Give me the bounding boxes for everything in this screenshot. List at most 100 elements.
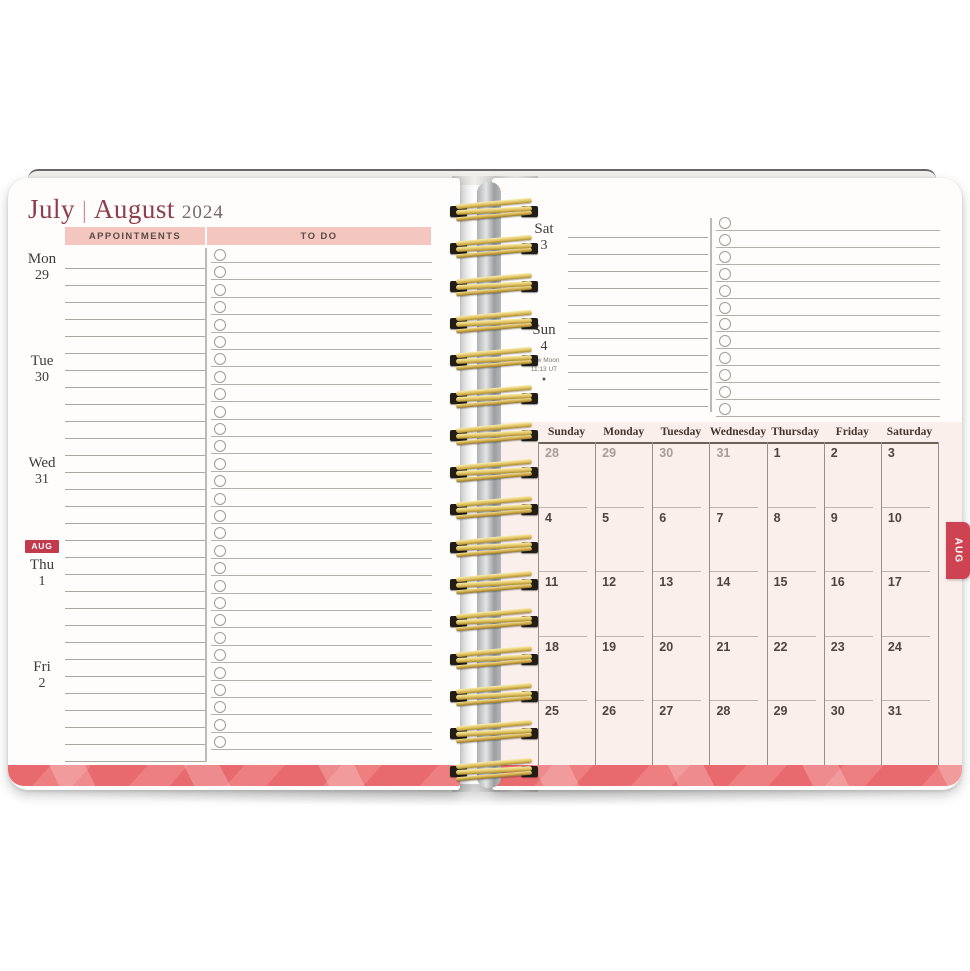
title-month-july: July: [28, 194, 76, 224]
ruled-line: [568, 254, 708, 255]
calendar-row-line: [881, 635, 930, 637]
spiral-coil: [450, 757, 538, 783]
ruled-line: [211, 401, 432, 403]
calendar-date: 14: [716, 575, 731, 590]
todo-checkbox: [214, 684, 226, 696]
calendar-date: 16: [830, 575, 845, 590]
calendar-column-line: [595, 442, 597, 765]
todo-checkbox: [214, 718, 226, 731]
todo-checkbox: [719, 386, 731, 398]
todo-checkbox: [214, 701, 226, 714]
ruled-line: [716, 382, 940, 384]
ruled-line: [716, 246, 940, 248]
calendar-row-line: [539, 571, 587, 573]
calendar-column-line: [709, 442, 711, 765]
day-label: Thu 1: [20, 557, 64, 589]
new-moon-time: 11:13 UT: [530, 366, 558, 374]
calendar-date: 15: [773, 575, 788, 590]
ruled-line: [65, 557, 205, 558]
ruled-line: [211, 697, 432, 698]
ruled-line: [568, 288, 708, 289]
new-moon-note: New Moon 11:13 UT ●: [522, 356, 566, 385]
ruled-line: [65, 523, 205, 524]
todo-checkbox: [719, 318, 731, 331]
ruled-line: [65, 727, 205, 728]
todo-checkbox: [719, 352, 731, 365]
todo-checkbox: [214, 370, 226, 383]
todo-checkbox: [214, 440, 226, 453]
calendar-date: 11: [545, 575, 559, 590]
ruled-line: [211, 592, 432, 594]
calendar-row-line: [881, 700, 930, 702]
ruled-line: [568, 338, 708, 339]
spiral-coil: [450, 197, 538, 223]
calendar-row-line: [710, 506, 759, 508]
todo-checkbox: [214, 544, 226, 557]
mini-month-calendar: Sunday Monday Tuesday Wednesday Thursday Frid…: [492, 422, 962, 765]
ruled-line: [568, 237, 708, 238]
calendar-date: 12: [602, 575, 617, 590]
calendar-date: 19: [602, 639, 617, 654]
calendar-row-line: [596, 571, 645, 573]
calendar-row-line: [767, 635, 816, 637]
calendar-date: 17: [887, 575, 902, 590]
calendar-date: 21: [716, 639, 731, 654]
ruled-line: [211, 644, 432, 646]
spiral-coil: [450, 384, 538, 410]
calendar-date: 22: [773, 639, 788, 654]
calendar-date: 28: [716, 704, 731, 719]
calendar-date: 23: [830, 639, 845, 654]
column-divider: [710, 218, 712, 412]
calendar-row-line: [596, 700, 645, 702]
right-page: Sunday Monday Tuesday Wednesday Thursday Frid…: [492, 178, 962, 790]
ruled-line: [716, 230, 940, 231]
ruled-line: [716, 263, 940, 265]
calendar-date: 8: [773, 510, 781, 525]
spiral-coil: [450, 234, 538, 260]
calendar-date: 7: [716, 510, 724, 525]
todo-checkbox: [214, 457, 226, 470]
day-date: 30: [35, 369, 49, 385]
ruled-line: [211, 366, 432, 368]
calendar-date: 13: [659, 575, 674, 590]
todo-checkbox: [719, 402, 731, 415]
ruled-line: [211, 714, 432, 716]
todo-checkbox: [214, 649, 226, 662]
ruled-line: [65, 642, 205, 643]
todo-checkbox: [719, 233, 731, 246]
calendar-row-line: [653, 506, 702, 508]
ruled-line: [65, 285, 205, 286]
calendar-date: 2: [830, 446, 838, 460]
day-date: 3: [540, 237, 548, 253]
todo-checkbox: [214, 579, 226, 592]
ruled-line: [211, 418, 432, 420]
calendar-row-line: [881, 506, 930, 508]
month-tab-label: AUG: [952, 537, 964, 564]
title-month-august: August: [93, 194, 175, 224]
ruled-line: [65, 625, 205, 626]
calendar-date: 6: [659, 510, 667, 525]
calendar-row-line: [539, 506, 587, 508]
todo-checkbox: [214, 562, 226, 575]
calendar-date: 29: [602, 446, 617, 460]
calendar-date: 30: [659, 446, 674, 460]
new-moon-text: New Moon: [528, 357, 560, 364]
ruled-line: [65, 506, 205, 507]
calendar-header-rule: [538, 442, 939, 444]
ruled-line: [65, 404, 205, 405]
calendar-weekday-header: Thursday: [771, 426, 820, 438]
ruled-line: [211, 575, 432, 577]
ruled-line: [716, 365, 940, 367]
todo-checkbox: [214, 353, 226, 366]
ruled-line: [568, 322, 708, 323]
calendar-date: 1: [773, 446, 781, 460]
ruled-line: [716, 280, 940, 282]
calendar-row-line: [767, 506, 816, 508]
calendar-row-line: [653, 635, 702, 637]
page-title: July | August 2024: [28, 194, 224, 225]
calendar-date: 31: [887, 704, 902, 719]
todo-checkbox: [719, 335, 731, 348]
ruled-line: [716, 399, 940, 400]
calendar-date: 29: [773, 704, 788, 719]
ruled-line: [65, 761, 205, 762]
